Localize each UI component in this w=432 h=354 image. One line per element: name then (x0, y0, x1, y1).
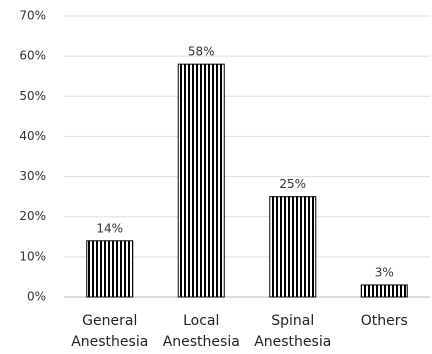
y-tick-label: 60% (19, 49, 46, 63)
x-tick-label: Others (360, 313, 408, 329)
data-label: 14% (96, 221, 123, 235)
bar (177, 63, 225, 298)
x-tick-label: General Anesthesia (71, 313, 149, 350)
bar (86, 240, 134, 298)
data-label: 3% (375, 265, 394, 279)
y-tick-label: 0% (27, 290, 46, 304)
y-tick-label: 70% (19, 9, 46, 23)
bar (360, 284, 408, 298)
bar (269, 196, 317, 298)
x-tick-label: Spinal Anesthesia (254, 313, 332, 350)
y-tick-label: 10% (19, 249, 46, 263)
y-tick-label: 40% (19, 129, 46, 143)
x-tick-label: Local Anesthesia (162, 313, 240, 350)
y-tick-label: 50% (19, 89, 46, 103)
y-tick-label: 20% (19, 209, 46, 223)
y-tick-label: 30% (19, 169, 46, 183)
data-label: 58% (188, 45, 215, 59)
data-label: 25% (279, 177, 306, 191)
